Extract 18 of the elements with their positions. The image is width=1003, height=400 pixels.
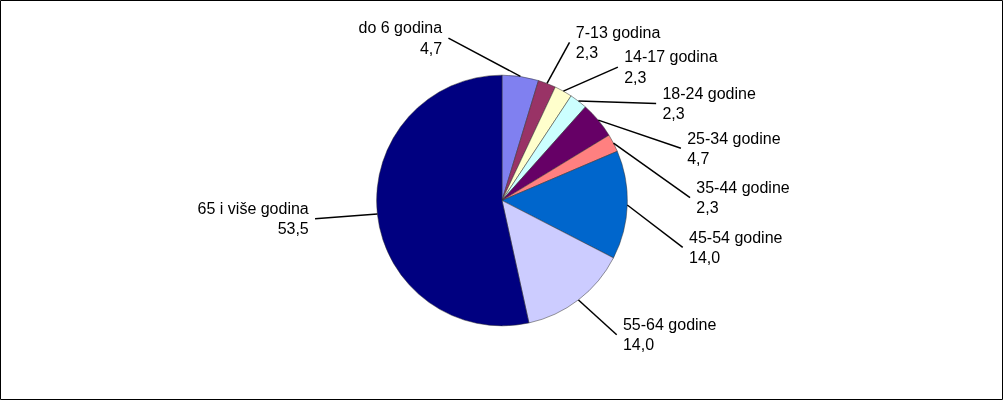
data-label: 14,0 xyxy=(622,336,655,354)
data-label: 53,5 xyxy=(277,220,309,238)
slice-label: 55-64 godine xyxy=(622,316,717,334)
slice-label: 14-17 godina xyxy=(624,48,718,66)
slice-label: 45-54 godine xyxy=(689,228,783,246)
slice-label: 18-24 godine xyxy=(662,84,756,102)
data-label: 4,7 xyxy=(687,149,710,167)
slice-label: 25-34 godine xyxy=(687,129,781,147)
data-label: 4,7 xyxy=(419,39,443,57)
slice-label: 7-13 godina xyxy=(575,23,661,41)
data-label: 2,3 xyxy=(624,68,647,86)
data-label: 2,3 xyxy=(575,44,599,62)
slice-label: 35-44 godine xyxy=(696,178,790,196)
data-label: 2,3 xyxy=(662,105,685,123)
data-label: 14,0 xyxy=(689,249,721,267)
slice-label: 65 i više godina xyxy=(197,200,309,218)
data-label: 2,3 xyxy=(696,199,719,217)
slice-label: do 6 godina xyxy=(358,19,443,37)
